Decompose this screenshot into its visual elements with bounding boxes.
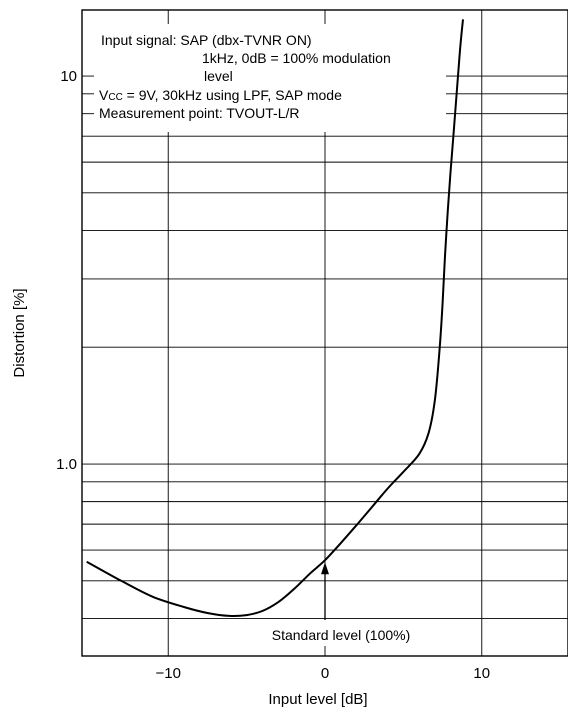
note-modulation: 1kHz, 0dB = 100% modulation — [202, 50, 391, 66]
series-layer — [86, 19, 464, 620]
note-vcc-rest: = 9V, 30kHz using LPF, SAP mode — [123, 87, 342, 103]
y-axis-title: Distortion [%] — [11, 288, 28, 377]
note-input-signal: Input signal: SAP (dbx-TVNR ON) — [101, 32, 312, 48]
tick-labels: −10 0 10 1.0 10 — [56, 68, 490, 682]
notes-box: Input signal: SAP (dbx-TVNR ON) 1kHz, 0d… — [94, 24, 446, 132]
annotation-background — [236, 620, 446, 646]
plot-frame — [81, 9, 568, 657]
x-tick-label-0: −10 — [155, 665, 180, 682]
note-measurement-point: Measurement point: TVOUT-L/R — [99, 105, 299, 121]
notes-background — [94, 24, 446, 132]
note-vcc-sub: CC — [108, 92, 122, 103]
x-tick-label-1: 0 — [321, 665, 329, 682]
y-tick-label-0: 1.0 — [56, 456, 77, 473]
annotation-label: Standard level (100%) — [272, 627, 411, 643]
note-vcc-v: V — [99, 87, 109, 103]
distortion-curve-0 — [86, 19, 464, 618]
note-vcc: VCC = 9V, 30kHz using LPF, SAP mode — [99, 87, 342, 103]
x-axis-title: Input level [dB] — [268, 691, 367, 708]
annotation-arrow-head — [321, 562, 329, 575]
annotation: Standard level (100%) — [236, 620, 446, 646]
x-tick-label-2: 10 — [473, 665, 490, 682]
note-level: level — [204, 68, 233, 84]
y-tick-label-1: 10 — [60, 68, 77, 85]
